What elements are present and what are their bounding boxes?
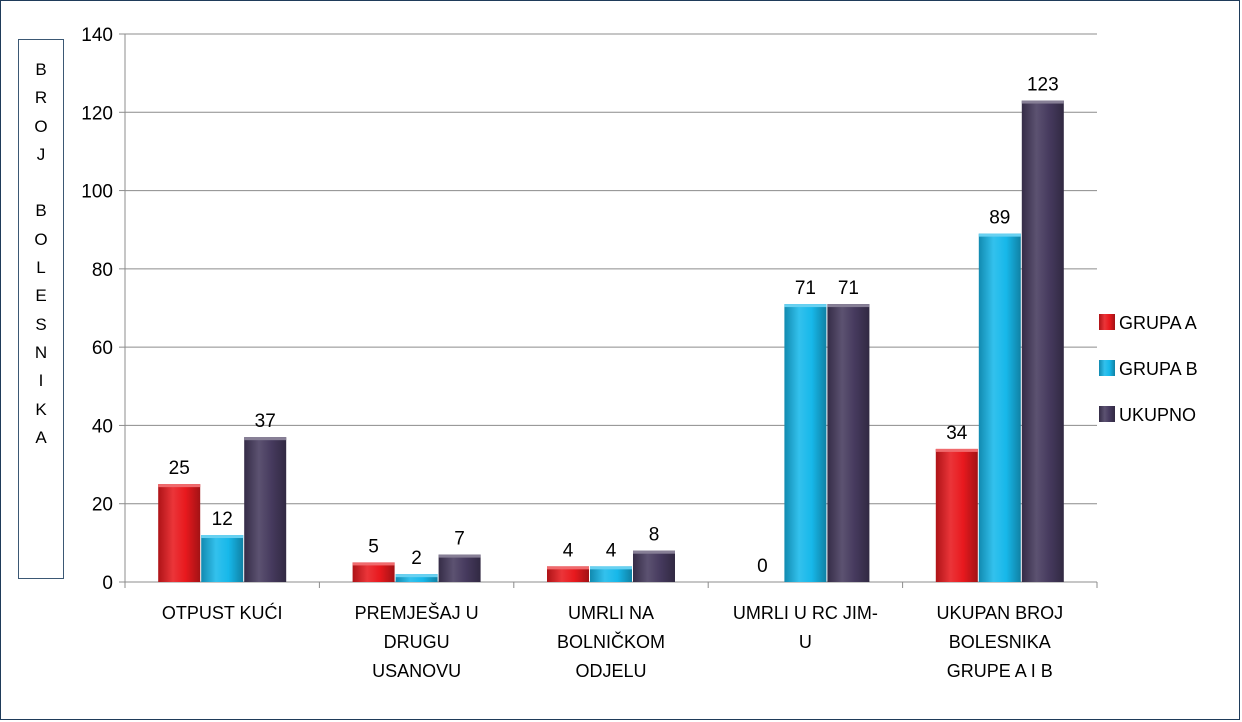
data-label: 89 (989, 208, 1010, 229)
y-tick-label: 0 (102, 573, 113, 594)
y-tick-label: 40 (92, 416, 113, 437)
category-label: GRUPE A I B (947, 661, 1053, 681)
bar-top-highlight (827, 304, 870, 308)
data-label: 71 (795, 278, 816, 299)
data-label: 71 (838, 278, 859, 299)
data-label: 4 (563, 540, 574, 561)
bar-grupa-b (590, 566, 632, 582)
bar-grupa-a (547, 566, 589, 582)
bar-top-highlight (1021, 100, 1064, 104)
bar-top-highlight (158, 484, 201, 488)
data-label: 4 (606, 540, 617, 561)
bar-grupa-a (158, 484, 201, 582)
legend-swatch (1099, 360, 1115, 376)
legend-label: GRUPA A (1119, 313, 1197, 333)
category-label: OTPUST KUĆI (162, 602, 283, 623)
bar-grupa-b (784, 304, 827, 582)
bar-top-highlight (547, 566, 589, 570)
y-tick-label: 140 (81, 25, 113, 46)
y-axis-title-box: B R O J B O L E S N I K A (18, 39, 64, 579)
data-label: 25 (169, 458, 190, 479)
bar-top-highlight (352, 562, 395, 566)
bar-ukupno (1021, 100, 1064, 583)
category-label: USANOVU (372, 661, 461, 681)
bar-ukupno (827, 304, 870, 582)
bar-top-highlight (244, 437, 287, 441)
data-label: 12 (212, 509, 233, 530)
bar-top-highlight (784, 304, 827, 308)
bar-top-highlight (935, 448, 978, 452)
data-label: 123 (1027, 75, 1059, 96)
bar-grupa-a (935, 448, 978, 582)
data-label: 8 (649, 525, 660, 546)
bar-grupa-b (201, 535, 244, 582)
category-label: U (799, 632, 812, 652)
data-label: 7 (454, 529, 465, 550)
legend-swatch (1099, 314, 1115, 330)
bar-grupa-b (978, 233, 1021, 582)
y-tick-label: 120 (81, 103, 113, 124)
legend-label: UKUPNO (1119, 405, 1196, 425)
bar-top-highlight (438, 554, 481, 558)
category-label: PREMJEŠAJ U (355, 602, 479, 623)
category-label: UKUPAN BROJ (936, 603, 1063, 623)
bar-ukupno (438, 554, 481, 582)
data-label: 37 (255, 411, 276, 432)
y-tick-label: 60 (92, 338, 113, 359)
bar-grupa-b (395, 574, 438, 582)
bar-grupa-a (352, 562, 395, 582)
category-label: BOLESNIKA (949, 632, 1051, 652)
data-label: 0 (757, 556, 768, 577)
category-label: UMRLI U RC JIM- (733, 603, 878, 623)
bar-ukupno (633, 550, 675, 582)
category-label: DRUGU (384, 632, 450, 652)
data-label: 5 (368, 536, 379, 557)
category-label: ODJELU (575, 661, 646, 681)
bar-top-highlight (978, 233, 1021, 237)
data-label: 34 (946, 423, 968, 444)
bar-top-highlight (633, 550, 675, 554)
y-tick-label: 100 (81, 182, 113, 203)
y-axis-title: B R O J B O L E S N I K A (34, 60, 48, 447)
bar-top-highlight (590, 566, 632, 570)
bar-top-highlight (395, 574, 438, 578)
legend-swatch (1099, 406, 1115, 422)
legend-label: GRUPA B (1119, 359, 1198, 379)
category-label: UMRLI NA (568, 603, 654, 623)
bar-ukupno (244, 437, 287, 582)
data-label: 2 (411, 548, 422, 569)
y-tick-label: 20 (92, 495, 113, 516)
category-label: BOLNIČKOM (557, 631, 665, 652)
y-tick-label: 80 (92, 260, 113, 281)
bar-top-highlight (201, 535, 244, 539)
